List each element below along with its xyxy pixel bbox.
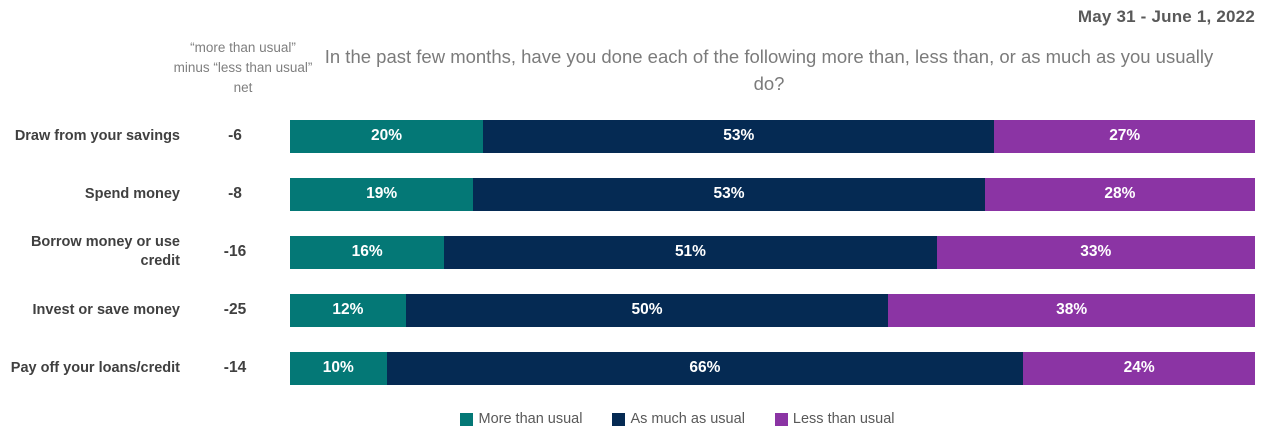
category-label: Pay off your loans/credit — [10, 359, 180, 376]
date-annotation: May 31 - June 1, 2022 — [1077, 7, 1255, 26]
bar-segment-less-than-usual: 33% — [936, 235, 1255, 269]
bar-segment-less-than-usual: 38% — [888, 293, 1255, 327]
category-label: Invest or save money — [32, 301, 181, 318]
legend-label: As much as usual — [630, 411, 745, 427]
stacked-bar: 16% 51% 33% — [290, 235, 1255, 269]
chart-row: Borrow money or use credit -16 16% 51% 3… — [0, 223, 1255, 281]
legend-swatch-icon — [774, 412, 788, 426]
bar-segment-more-than-usual: 10% — [290, 351, 387, 385]
net-value: -8 — [228, 185, 242, 202]
legend-swatch-icon — [460, 412, 474, 426]
net-value: -14 — [223, 359, 247, 376]
bar-segment-as-much-as-usual: 50% — [405, 293, 889, 327]
bar-segment-more-than-usual: 12% — [290, 293, 406, 327]
bar-segment-as-much-as-usual: 51% — [444, 235, 937, 269]
bar-segment-as-much-as-usual: 53% — [483, 119, 995, 153]
legend: More than usual As much as usual Less th… — [100, 411, 1255, 427]
legend-item-more-than-usual: More than usual — [460, 411, 582, 427]
legend-item-less-than-usual: Less than usual — [774, 411, 895, 427]
bar-segment-more-than-usual: 19% — [290, 177, 474, 211]
stacked-bar: 19% 53% 28% — [290, 177, 1255, 211]
net-value: -16 — [223, 243, 247, 260]
bar-segment-as-much-as-usual: 66% — [386, 351, 1024, 385]
category-label: Spend money — [84, 185, 180, 202]
category-label: Draw from your savings — [14, 127, 180, 144]
legend-item-as-much-as-usual: As much as usual — [612, 411, 745, 427]
chart-rows: Draw from your savings -6 20% 53% 27% Sp… — [0, 107, 1255, 397]
legend-label: More than usual — [478, 411, 583, 427]
chart-row: Invest or save money -25 12% 50% 38% — [0, 281, 1255, 339]
net-column-header: “more than usual” minus “less than usual… — [173, 40, 313, 95]
category-label: Borrow money or use credit — [30, 234, 180, 269]
legend-label: Less than usual — [792, 411, 895, 427]
chart-row: Pay off your loans/credit -14 10% 66% 24… — [0, 339, 1255, 397]
legend-swatch-icon — [612, 412, 626, 426]
net-value: -6 — [228, 127, 242, 144]
stacked-bar: 10% 66% 24% — [290, 351, 1255, 385]
bar-segment-more-than-usual: 16% — [290, 235, 445, 269]
bar-segment-less-than-usual: 28% — [984, 177, 1255, 211]
bar-segment-less-than-usual: 27% — [994, 119, 1255, 153]
chart-title: In the past few months, have you done ea… — [324, 46, 1214, 94]
chart-row: Draw from your savings -6 20% 53% 27% — [0, 107, 1255, 165]
stacked-bar: 12% 50% 38% — [290, 293, 1255, 327]
chart-row: Spend money -8 19% 53% 28% — [0, 165, 1255, 223]
bar-segment-as-much-as-usual: 53% — [473, 177, 985, 211]
bar-segment-more-than-usual: 20% — [290, 119, 483, 153]
stacked-bar: 20% 53% 27% — [290, 119, 1255, 153]
bar-segment-less-than-usual: 24% — [1023, 351, 1255, 385]
net-value: -25 — [223, 301, 247, 318]
